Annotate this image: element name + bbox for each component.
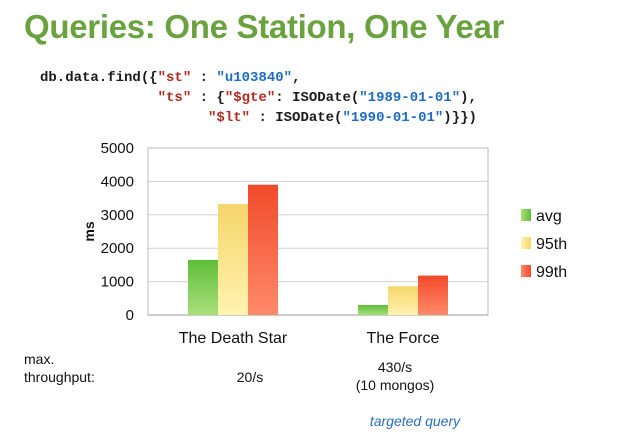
y-tick-label: 4000 bbox=[101, 173, 134, 190]
legend-label-99th: 99th bbox=[536, 264, 567, 281]
bar-avg-0 bbox=[188, 259, 218, 315]
x-category-label: The Force bbox=[367, 330, 440, 347]
query-code-block: db.data.find({"st" : "u103840", "ts" : {… bbox=[40, 68, 477, 128]
throughput-force-mongos: (10 mongos) bbox=[355, 377, 435, 393]
y-tick-label: 1000 bbox=[101, 274, 134, 291]
legend-swatch-95th bbox=[521, 237, 531, 249]
legend-label-avg: avg bbox=[536, 208, 562, 225]
y-tick-label: 0 bbox=[126, 307, 134, 324]
legend-label-95th: 95th bbox=[536, 236, 567, 253]
code-line-2: "ts" : {"$gte": ISODate("1989-01-01"), bbox=[157, 90, 477, 106]
y-axis-label: ms bbox=[81, 221, 97, 241]
throughput-row-label: max. throughput: bbox=[24, 351, 95, 385]
bar-avg-1 bbox=[358, 304, 388, 315]
y-tick-label: 3000 bbox=[101, 207, 134, 224]
bar-95th-0 bbox=[218, 204, 248, 315]
chart-bars bbox=[188, 184, 448, 315]
bar-99th-1 bbox=[418, 275, 448, 315]
legend-swatch-avg bbox=[521, 209, 531, 221]
code-line-1: db.data.find({"st" : "u103840", bbox=[40, 70, 301, 86]
throughput-force: 430/s (10 mongos) bbox=[330, 358, 460, 394]
x-category-label: The Death Star bbox=[179, 330, 288, 347]
throughput-death-star: 20/s bbox=[236, 369, 264, 385]
chart-legend: avg 95th 99th bbox=[521, 208, 567, 281]
slide-title: Queries: One Station, One Year bbox=[24, 8, 505, 45]
bar-95th-1 bbox=[388, 286, 418, 315]
targeted-query-note: targeted query bbox=[369, 413, 461, 429]
chart-axes: 0 1000 2000 3000 4000 5000 ms The Death Star The… bbox=[81, 140, 489, 347]
throughput-force-rate: 430/s bbox=[377, 359, 413, 375]
code-line-3: "$lt" : ISODate("1990-01-01")}}) bbox=[208, 110, 477, 126]
y-tick-label: 5000 bbox=[101, 140, 134, 157]
y-tick-label: 2000 bbox=[101, 240, 134, 257]
legend-swatch-99th bbox=[521, 265, 531, 277]
bar-99th-0 bbox=[248, 184, 278, 315]
